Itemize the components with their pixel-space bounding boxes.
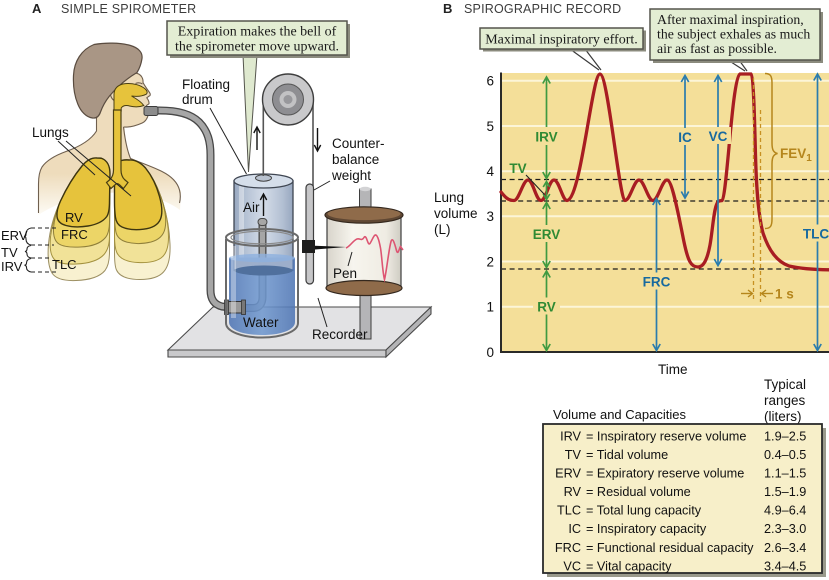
svg-text:FEV1: FEV1 bbox=[780, 146, 812, 164]
svg-text:= Functional residual capacity: = Functional residual capacity bbox=[586, 541, 754, 555]
svg-text:= Vital capacity: = Vital capacity bbox=[586, 559, 672, 573]
svg-text:2.3–3.0: 2.3–3.0 bbox=[764, 522, 806, 536]
svg-text:4: 4 bbox=[486, 164, 494, 179]
svg-text:IRV: IRV bbox=[560, 430, 581, 444]
svg-text:Air: Air bbox=[243, 200, 260, 215]
svg-text:the subject exhales as much: the subject exhales as much bbox=[657, 27, 810, 42]
svg-text:IRV: IRV bbox=[535, 130, 557, 145]
svg-text:2: 2 bbox=[486, 254, 494, 269]
svg-text:Recorder: Recorder bbox=[312, 327, 368, 342]
svg-text:Lung: Lung bbox=[434, 190, 464, 205]
svg-text:ranges: ranges bbox=[764, 393, 806, 408]
svg-text:0: 0 bbox=[486, 345, 494, 360]
svg-text:1 s: 1 s bbox=[775, 287, 794, 302]
svg-text:B: B bbox=[443, 1, 452, 16]
svg-text:the spirometer move upward.: the spirometer move upward. bbox=[175, 40, 339, 55]
svg-text:TLC: TLC bbox=[52, 257, 77, 272]
svg-text:Expiration makes the bell of: Expiration makes the bell of bbox=[178, 25, 337, 40]
svg-text:1.9–2.5: 1.9–2.5 bbox=[764, 430, 806, 444]
svg-text:3.4–4.5: 3.4–4.5 bbox=[764, 559, 806, 573]
svg-text:TLC: TLC bbox=[557, 504, 581, 518]
svg-text:drum: drum bbox=[182, 92, 213, 107]
svg-text:Volume and Capacities: Volume and Capacities bbox=[553, 407, 686, 422]
svg-text:4.9–6.4: 4.9–6.4 bbox=[764, 504, 806, 518]
svg-text:Time: Time bbox=[658, 362, 688, 377]
svg-text:SPIROGRAPHIC RECORD: SPIROGRAPHIC RECORD bbox=[464, 2, 621, 16]
svg-text:= Total lung capacity: = Total lung capacity bbox=[586, 504, 702, 518]
svg-text:RV: RV bbox=[537, 300, 556, 315]
svg-text:SIMPLE SPIROMETER: SIMPLE SPIROMETER bbox=[61, 2, 196, 16]
svg-text:air as fast as possible.: air as fast as possible. bbox=[657, 41, 777, 56]
svg-text:(L): (L) bbox=[434, 222, 451, 237]
svg-text:balance: balance bbox=[332, 152, 379, 167]
svg-text:A: A bbox=[32, 1, 42, 16]
svg-text:Maximal inspiratory effort.: Maximal inspiratory effort. bbox=[485, 33, 638, 48]
svg-text:After maximal inspiration,: After maximal inspiration, bbox=[657, 12, 804, 27]
svg-text:5: 5 bbox=[486, 119, 494, 134]
svg-text:Typical: Typical bbox=[764, 377, 806, 392]
svg-text:2.6–3.4: 2.6–3.4 bbox=[764, 541, 806, 555]
svg-text:ERV: ERV bbox=[555, 467, 581, 481]
svg-text:weight: weight bbox=[331, 168, 371, 183]
svg-text:ERV: ERV bbox=[1, 228, 28, 243]
svg-text:TV: TV bbox=[1, 245, 18, 260]
svg-text:3: 3 bbox=[486, 209, 494, 224]
svg-text:FRC: FRC bbox=[61, 227, 88, 242]
svg-text:Pen: Pen bbox=[333, 266, 357, 281]
svg-text:0.4–0.5: 0.4–0.5 bbox=[764, 448, 806, 462]
svg-text:ERV: ERV bbox=[533, 227, 561, 242]
svg-text:= Inspiratory capacity: = Inspiratory capacity bbox=[586, 522, 707, 536]
svg-text:FRC: FRC bbox=[555, 541, 581, 555]
svg-text:RV: RV bbox=[564, 485, 582, 499]
svg-text:volume: volume bbox=[434, 206, 478, 221]
svg-text:1: 1 bbox=[486, 300, 494, 315]
svg-text:TV: TV bbox=[509, 161, 526, 176]
svg-text:FRC: FRC bbox=[643, 275, 671, 290]
svg-text:TV: TV bbox=[565, 448, 582, 462]
svg-text:6: 6 bbox=[486, 74, 494, 89]
svg-text:RV: RV bbox=[65, 210, 83, 225]
svg-text:VC: VC bbox=[709, 129, 728, 144]
svg-text:Counter-: Counter- bbox=[332, 136, 385, 151]
svg-text:1.5–1.9: 1.5–1.9 bbox=[764, 485, 806, 499]
svg-text:= Tidal volume: = Tidal volume bbox=[586, 448, 668, 462]
svg-text:Water: Water bbox=[243, 315, 279, 330]
svg-text:VC: VC bbox=[563, 559, 581, 573]
svg-text:TLC: TLC bbox=[803, 227, 829, 242]
svg-text:IRV: IRV bbox=[1, 259, 23, 274]
svg-text:= Residual volume: = Residual volume bbox=[586, 485, 691, 499]
svg-text:= Inspiratory reserve volume: = Inspiratory reserve volume bbox=[586, 430, 746, 444]
svg-text:Floating: Floating bbox=[182, 77, 230, 92]
svg-text:Lungs: Lungs bbox=[32, 125, 69, 140]
svg-text:IC: IC bbox=[568, 522, 581, 536]
svg-text:(liters): (liters) bbox=[764, 409, 802, 424]
svg-text:= Expiratory reserve volume: = Expiratory reserve volume bbox=[586, 467, 744, 481]
svg-text:IC: IC bbox=[678, 130, 692, 145]
svg-text:1.1–1.5: 1.1–1.5 bbox=[764, 467, 806, 481]
